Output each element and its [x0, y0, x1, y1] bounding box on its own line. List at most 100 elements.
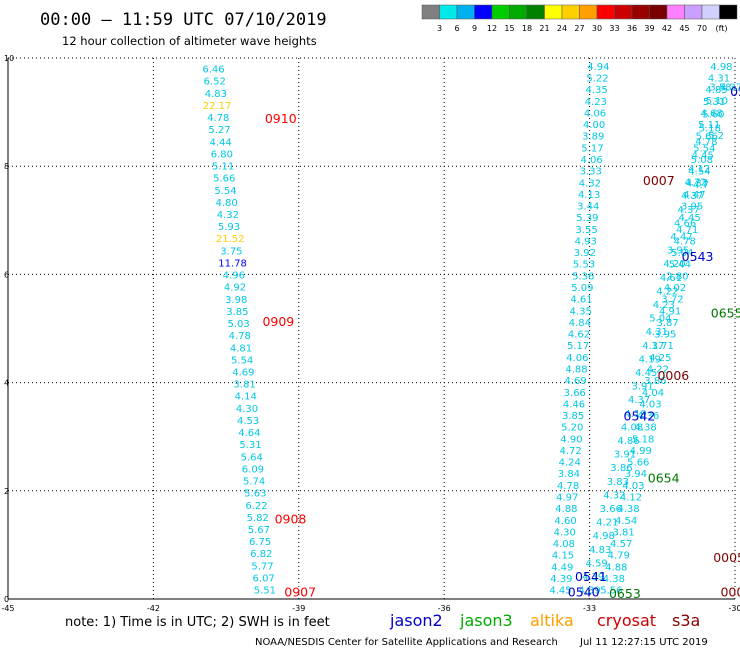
wave-height-value: 6.09 [242, 464, 264, 475]
wave-height-value: 4.45 [679, 213, 701, 224]
wave-height-value: 5.31 [239, 440, 261, 451]
wave-height-value: 5.18 [632, 434, 654, 445]
wave-height-value: 4.37 [628, 395, 650, 406]
wave-height-value: 3.86 [644, 376, 666, 387]
wave-height-value: 11.78 [218, 258, 247, 269]
wave-height-value: 4.13 [578, 190, 600, 201]
scale-label: 36 [627, 24, 637, 33]
wave-height-value: 4.81 [230, 343, 252, 354]
x-tick-label: -36 [438, 604, 451, 613]
wave-height-value: 4.37 [686, 178, 708, 189]
scale-label: 42 [662, 24, 672, 33]
wave-height-value: 4.59 [586, 558, 608, 569]
wave-height-value: 4.36 [637, 411, 659, 422]
wave-height-value: 4.14 [235, 392, 257, 403]
wave-height-value: 4.47 [683, 190, 705, 201]
wave-height-value: 4.19 [639, 354, 661, 365]
wave-height-value: 4.78 [207, 113, 229, 124]
wave-height-value: 4.24 [559, 458, 581, 469]
wave-height-value: 4.61 [570, 295, 592, 306]
y-tick-label: 2 [4, 487, 9, 496]
scale-label: 70 [697, 24, 707, 33]
wave-height-value: 4.88 [605, 562, 627, 573]
wave-height-value: 4.08 [553, 539, 575, 550]
wave-height-value: 4.78 [557, 481, 579, 492]
wave-height-value: 4.94 [587, 62, 609, 73]
wave-height-value: 3.81 [613, 527, 635, 538]
wave-height-value: 5.22 [586, 74, 608, 85]
scale-swatch [456, 4, 475, 20]
wave-height-value: 4.64 [238, 428, 260, 439]
wave-height-value: 3.95 [667, 246, 689, 257]
satellite-name: cryosat [597, 611, 656, 630]
scale-swatch [701, 4, 720, 20]
wave-height-value: 5.66 [627, 458, 649, 469]
wave-height-value: 3.72 [661, 295, 683, 306]
wave-height-value: 6.22 [245, 501, 267, 512]
pass-time-label: 0908 [275, 511, 307, 526]
wave-height-value: 5.11 [698, 120, 720, 131]
wave-height-value: 4.06 [580, 155, 602, 166]
wave-height-value: 5.04 [649, 314, 671, 325]
scale-swatch [474, 4, 493, 20]
scale-swatch [526, 4, 545, 20]
satellite-name: altika [530, 611, 574, 630]
wave-height-value: 4.37 [681, 191, 703, 202]
wave-height-value: 4.92 [224, 283, 246, 294]
wave-height-value: 4.20 [663, 259, 685, 270]
color-scale-legend: 3 6 9 12 15 18 21 24 27 30 33 36 39 42 45 70 (ft) [421, 4, 738, 33]
wave-height-value: 5.67 [248, 525, 270, 536]
wave-height-value: 3.83 [607, 477, 629, 488]
scale-swatch [631, 4, 650, 20]
pass-time-label: 0543 [682, 249, 714, 264]
wave-height-value: 5.04 [671, 248, 693, 259]
wave-height-value: 4.47 [670, 232, 692, 243]
wave-height-value: 5.56 [600, 586, 622, 597]
wave-height-value: 5.51 [254, 586, 276, 597]
wave-height-value: 4.80 [216, 198, 238, 209]
pass-time-label: 000 [720, 584, 740, 599]
wave-height-value: 4.49 [551, 562, 573, 573]
wave-height-value: 5.27 [208, 125, 230, 136]
scale-label: 3 [437, 24, 442, 33]
pass-time-label: 0907 [284, 584, 316, 599]
wave-height-value: 3.75 [220, 246, 242, 257]
wave-height-value: 4.19 [624, 409, 646, 420]
pass-time-label: 0909 [262, 314, 294, 329]
wave-height-value: 4.08 [621, 422, 643, 433]
wave-height-value: 4.30 [236, 404, 258, 415]
satellite-name: jason3 [459, 611, 513, 630]
wave-height-value: 4.69 [232, 368, 254, 379]
scale-swatch [509, 4, 528, 20]
wave-height-value: 4.54 [688, 167, 710, 178]
wave-height-value: 4.93 [575, 236, 597, 247]
wave-height-value: 4.06 [566, 353, 588, 364]
scale-label: 24 [557, 24, 567, 33]
wave-height-value: 4.98 [710, 62, 732, 73]
wave-height-value: 4.39 [582, 572, 604, 583]
wave-height-value: 3.71 [652, 341, 674, 352]
scale-label: 33 [609, 24, 619, 33]
wave-height-value: 4.98 [593, 531, 615, 542]
wave-height-value: 3.55 [575, 225, 597, 236]
wave-height-value: 4.90 [560, 434, 582, 445]
wave-height-value: 4.35 [570, 306, 592, 317]
wave-height-value: 4.85 [705, 85, 727, 96]
wave-height-value: 5.66 [696, 132, 718, 143]
wave-height-value: 4.66 [674, 218, 696, 229]
wave-height-value: 5.17 [567, 341, 589, 352]
wave-height-value: 4.32 [217, 210, 239, 221]
wave-height-value: 4.23 [585, 97, 607, 108]
wave-height-value: 3.58 [709, 82, 731, 93]
wave-height-value: 3.94 [625, 469, 647, 480]
pass-time-label: 0910 [265, 111, 297, 126]
scale-swatch [614, 4, 633, 20]
scale-swatch [491, 4, 510, 20]
wave-height-value: 5.64 [241, 452, 263, 463]
scale-swatch [719, 4, 738, 20]
wave-height-value: 5.77 [251, 561, 273, 572]
wave-height-value: 3.85 [562, 411, 584, 422]
x-tick-label: -42 [147, 604, 160, 613]
plot-grid [7, 57, 736, 600]
